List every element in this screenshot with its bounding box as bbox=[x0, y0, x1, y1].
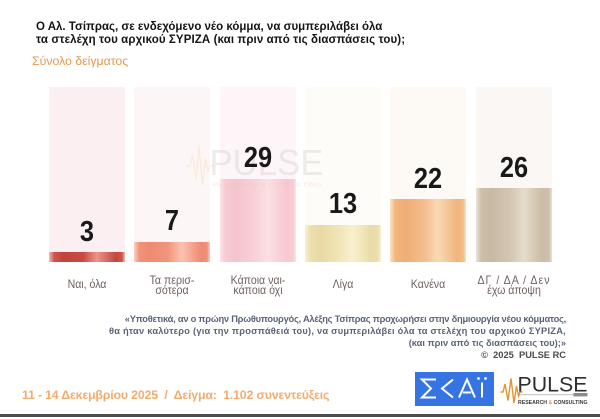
svg-text:RESEARCH & CONSULTING: RESEARCH & CONSULTING bbox=[518, 400, 588, 406]
svg-text:PULSE: PULSE bbox=[518, 373, 588, 396]
svg-text:RESEARCH & CONSULTING: RESEARCH & CONSULTING bbox=[212, 182, 323, 188]
svg-text:PULSE: PULSE bbox=[210, 142, 324, 183]
